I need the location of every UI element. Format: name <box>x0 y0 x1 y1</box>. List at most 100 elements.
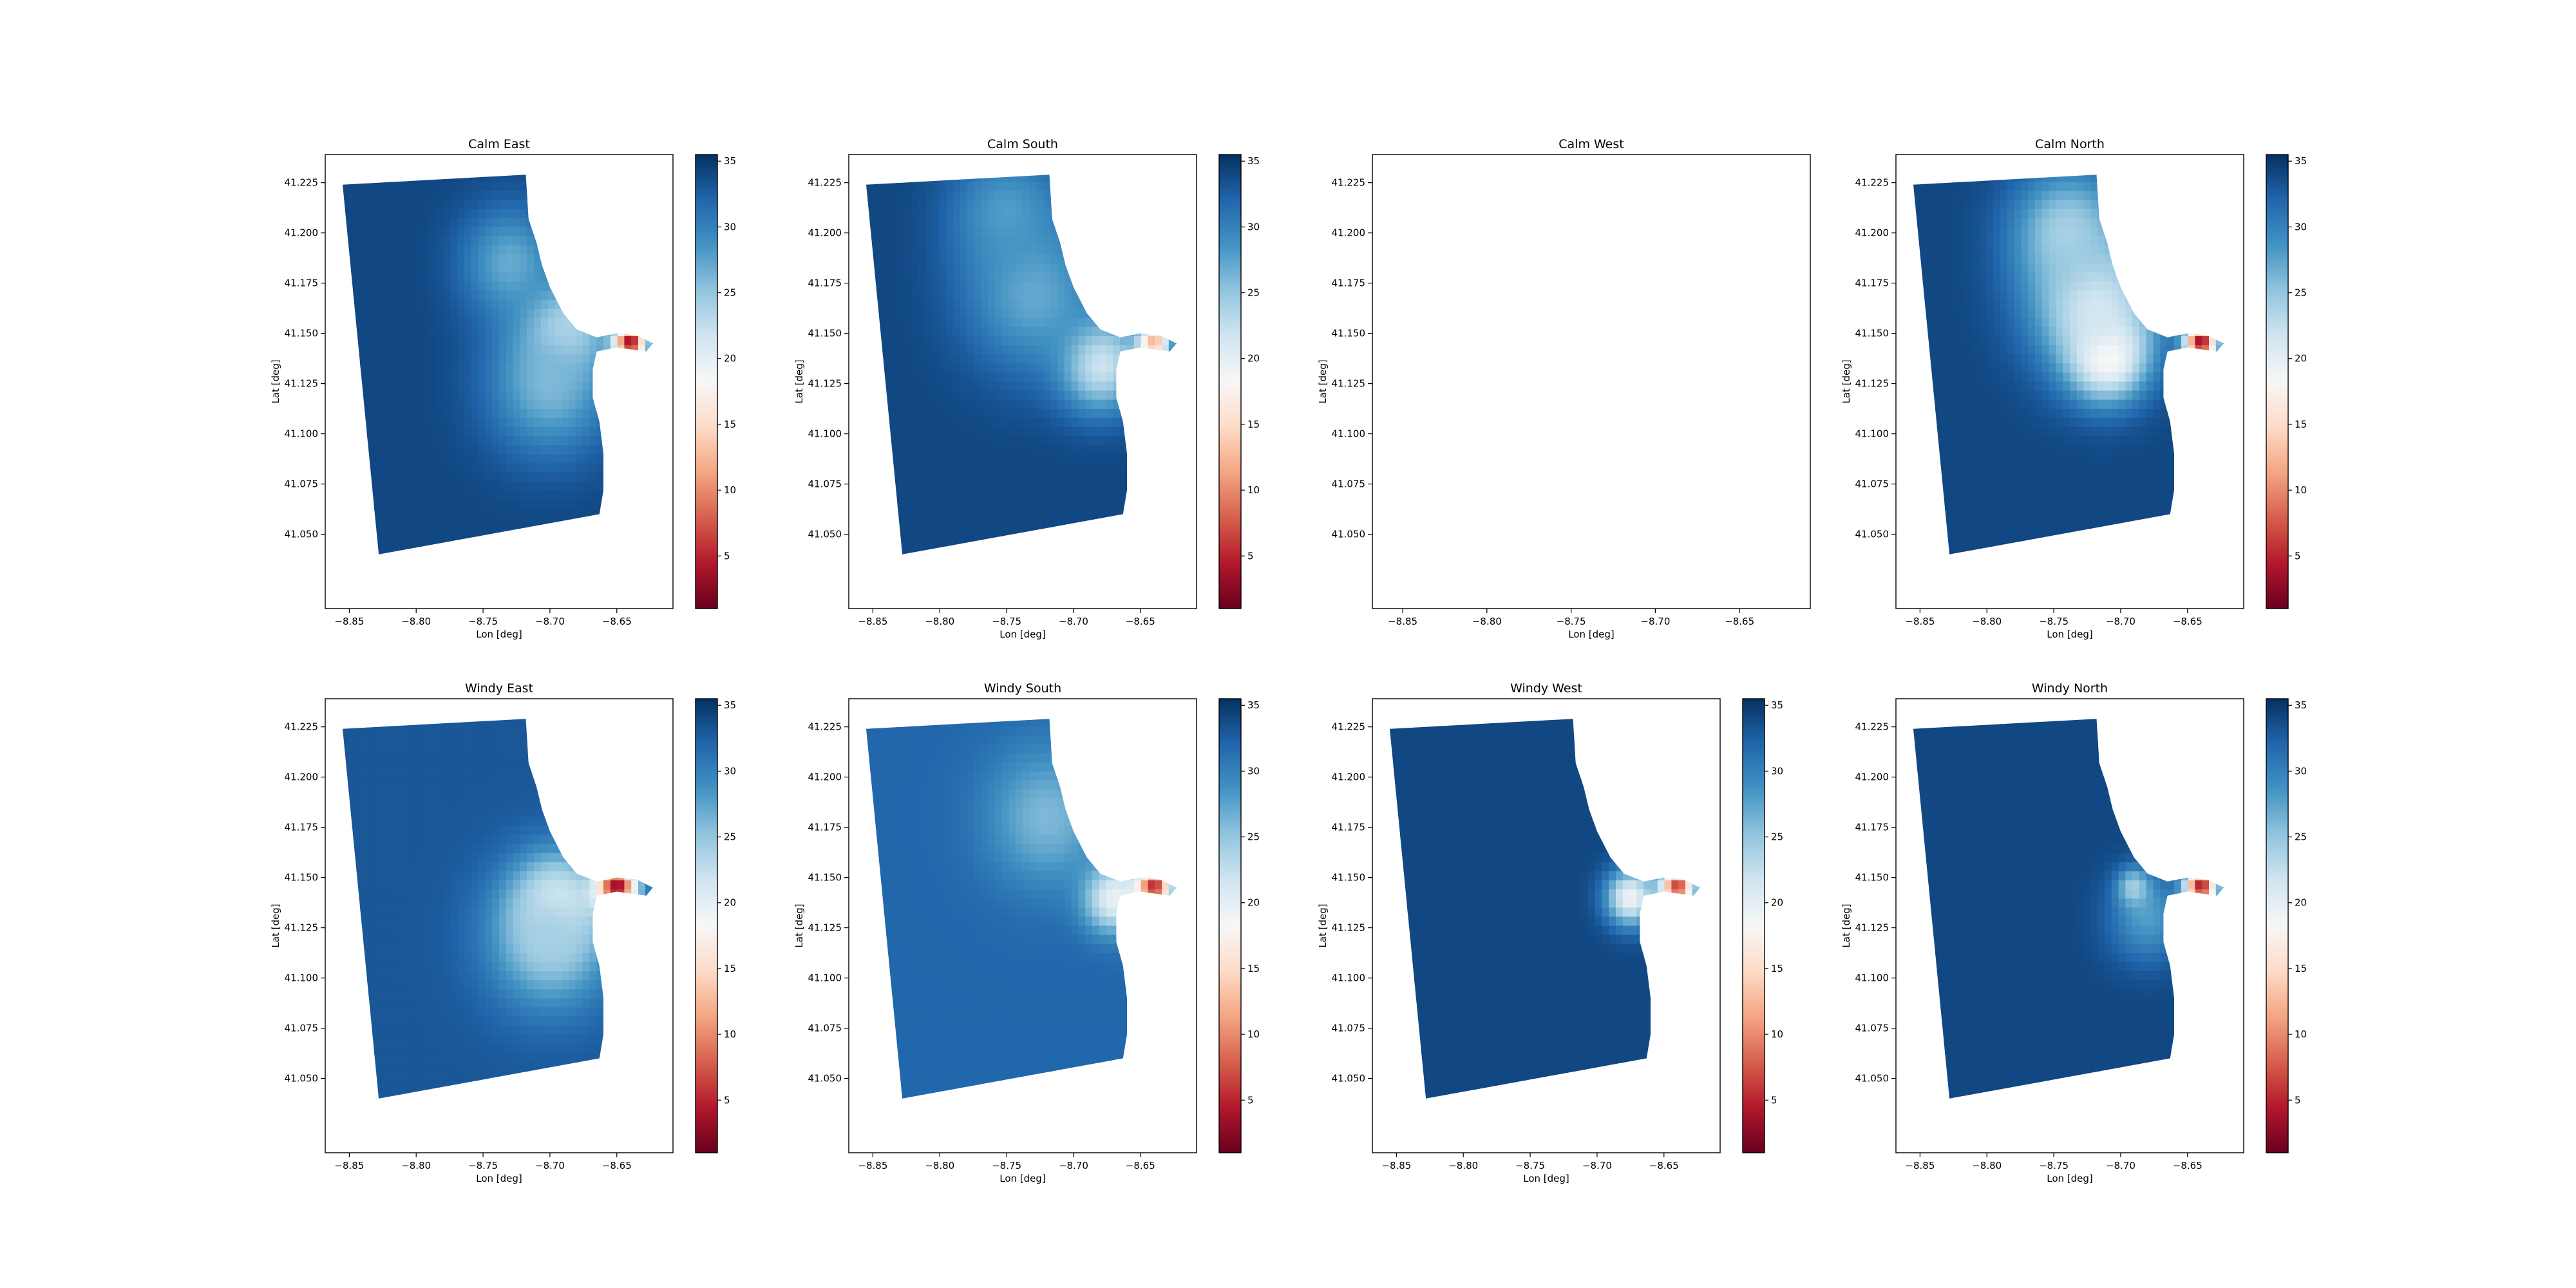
heatmap-cell <box>589 281 598 292</box>
heatmap-cell <box>569 164 576 173</box>
heatmap-cell <box>856 191 864 200</box>
heatmap-cell <box>1071 508 1079 518</box>
heatmap-cell <box>1009 290 1017 301</box>
heatmap-cell <box>366 263 375 274</box>
heatmap-cell <box>645 472 653 482</box>
heatmap-cell <box>932 445 940 455</box>
heatmap-cell <box>1141 227 1149 237</box>
heatmap-cell <box>583 155 591 164</box>
heatmap-cell <box>918 200 926 210</box>
heatmap-cell <box>575 209 583 219</box>
heatmap-cell <box>534 454 542 464</box>
heatmap-cell <box>946 354 954 365</box>
heatmap-cell <box>569 281 576 292</box>
heatmap-cell <box>374 155 382 164</box>
heatmap-cell <box>339 164 347 173</box>
heatmap-cell <box>346 363 354 374</box>
heatmap-cell <box>346 218 354 228</box>
heatmap-cell <box>422 582 430 591</box>
heatmap-cell <box>1029 399 1037 410</box>
heatmap-cell <box>1175 299 1177 310</box>
heatmap-cell <box>624 175 632 183</box>
heatmap-cell <box>513 290 521 301</box>
heatmap-cell <box>436 436 444 446</box>
heatmap-cell <box>869 554 877 564</box>
heatmap-cell <box>513 191 521 201</box>
heatmap-cell <box>911 354 919 365</box>
heatmap-cell <box>876 508 884 518</box>
heatmap-cell <box>1148 336 1156 346</box>
heatmap-cell <box>994 372 1003 383</box>
heatmap-cell <box>554 399 563 410</box>
heatmap-cell <box>953 436 961 446</box>
heatmap-cell <box>603 408 611 419</box>
heatmap-cell <box>1001 363 1010 374</box>
heatmap-cell <box>638 254 646 265</box>
heatmap-cell <box>988 408 996 419</box>
heatmap-cell <box>499 518 507 528</box>
heatmap-cell <box>1009 336 1017 346</box>
heatmap-cell <box>1001 472 1010 482</box>
heatmap-cell <box>1106 317 1114 328</box>
heatmap-cell <box>932 381 940 392</box>
heatmap-cell <box>325 191 333 200</box>
heatmap-cell <box>904 164 912 173</box>
heatmap-cell <box>946 554 954 564</box>
heatmap-cell <box>1078 408 1086 419</box>
heatmap-cell <box>325 200 333 210</box>
heatmap-cell <box>332 309 340 319</box>
heatmap-cell <box>457 281 465 292</box>
heatmap-cell <box>422 536 430 546</box>
heatmap-cell <box>946 299 954 310</box>
heatmap-cell <box>884 554 891 564</box>
heatmap-cell <box>366 527 375 537</box>
heatmap-cell <box>876 408 884 419</box>
heatmap-cell <box>932 436 940 446</box>
heatmap-cell <box>457 390 465 401</box>
heatmap-cell <box>582 490 591 500</box>
heatmap-cell <box>541 573 549 582</box>
heatmap-cell <box>534 200 542 210</box>
heatmap-cell <box>1141 263 1149 274</box>
heatmap-cell <box>1029 436 1037 446</box>
heatmap-cell <box>499 218 507 228</box>
heatmap-cell <box>995 573 1003 582</box>
heatmap-cell <box>611 600 618 609</box>
heatmap-cell <box>925 155 933 164</box>
heatmap-cell <box>1016 481 1023 491</box>
heatmap-cell <box>1092 600 1100 609</box>
heatmap-cell <box>946 363 954 374</box>
heatmap-cell <box>422 427 430 437</box>
heatmap-cell <box>876 182 884 192</box>
heatmap-cell <box>869 436 878 446</box>
heatmap-cell <box>388 263 395 274</box>
heatmap-cell <box>499 417 507 428</box>
heatmap-cell <box>381 263 389 274</box>
heatmap-cell <box>374 591 382 600</box>
heatmap-cell <box>513 372 521 383</box>
heatmap-cell <box>1071 281 1079 292</box>
heatmap-cell <box>1009 445 1017 455</box>
heatmap-cell <box>638 245 646 256</box>
heatmap-cell <box>1182 463 1190 473</box>
heatmap-cell <box>478 209 486 219</box>
heatmap-cell <box>617 272 625 283</box>
heatmap-cell <box>1078 272 1086 283</box>
heatmap-cell <box>617 545 625 554</box>
heatmap-cell <box>911 175 919 183</box>
heatmap-cell <box>876 582 884 591</box>
heatmap-cell <box>1030 164 1037 173</box>
heatmap-cell <box>659 591 667 600</box>
heatmap-cell <box>1043 564 1051 573</box>
heatmap-cell <box>974 454 982 464</box>
heatmap-cell <box>946 227 954 237</box>
heatmap-cell <box>1043 427 1052 437</box>
heatmap-cell <box>856 327 864 337</box>
heatmap-cell <box>520 454 528 464</box>
heatmap-cell <box>1113 227 1121 237</box>
heatmap-cell <box>659 209 667 219</box>
heatmap-cell <box>1141 591 1149 600</box>
heatmap-cell <box>610 227 618 237</box>
heatmap-cell <box>388 564 395 573</box>
heatmap-cell <box>1175 427 1177 437</box>
